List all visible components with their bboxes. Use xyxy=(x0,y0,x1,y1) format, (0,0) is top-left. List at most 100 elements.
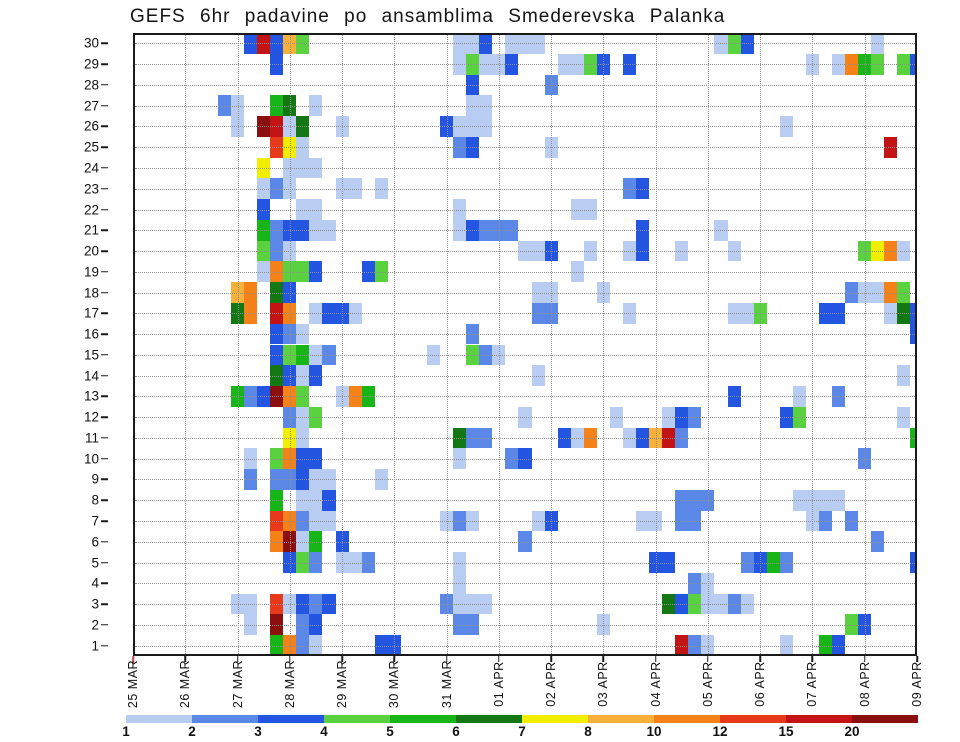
plot-gridline-vertical xyxy=(342,35,344,654)
heatmap-cell xyxy=(688,593,702,615)
y-axis-tick xyxy=(101,229,108,232)
x-axis-tick xyxy=(498,656,500,662)
colorbar-tick-label: 4 xyxy=(320,724,328,739)
heatmap-cell xyxy=(740,593,754,615)
heatmap-cell xyxy=(270,219,284,241)
colorbar-segment xyxy=(852,715,918,723)
heatmap-cell xyxy=(453,552,467,573)
heatmap-cell xyxy=(309,552,323,573)
plot-area xyxy=(133,33,917,656)
heatmap-cell xyxy=(662,552,676,573)
heatmap-cell xyxy=(740,302,754,324)
y-axis-tick-label: 23 xyxy=(83,181,99,197)
heatmap-cell xyxy=(518,531,532,553)
colorbar-segment xyxy=(192,715,258,723)
heatmap-cell xyxy=(309,614,323,636)
y-axis-tick xyxy=(101,624,108,626)
y-axis-tick-label: 30 xyxy=(83,35,99,51)
heatmap-cell xyxy=(531,240,545,262)
x-axis-tick xyxy=(707,656,709,662)
heatmap-cell xyxy=(244,614,258,636)
y-axis-tick-label: 29 xyxy=(83,56,99,72)
heatmap-cell xyxy=(296,635,310,654)
y-axis: 30 29 28 27 26 25 24 23 22 21 20 19 18 17 16 15 14 13 12 11… xyxy=(0,0,133,742)
heatmap-cell xyxy=(871,35,885,54)
x-axis-tick xyxy=(341,656,343,662)
heatmap-cell xyxy=(518,35,532,54)
heatmap-cell xyxy=(257,240,271,262)
heatmap-cell xyxy=(636,240,650,262)
plot-gridline-horizontal xyxy=(135,396,915,398)
y-axis-tick-label: 8 xyxy=(91,492,99,508)
x-axis-tick-label: 07 APR xyxy=(805,661,820,707)
heatmap-cell xyxy=(897,302,911,324)
colorbar-tick-label: 8 xyxy=(584,724,592,739)
heatmap-cell xyxy=(845,282,859,303)
y-axis-tick-label: 27 xyxy=(83,98,99,114)
heatmap-cell xyxy=(466,593,480,615)
colorbar-tick-label: 2 xyxy=(188,724,196,739)
x-axis-tick-label: 25 MAR xyxy=(126,659,140,709)
heatmap-cell xyxy=(675,489,689,511)
colorbar xyxy=(126,715,918,723)
heatmap-cell xyxy=(270,635,284,654)
heatmap-cell xyxy=(727,240,741,262)
colorbar-segment xyxy=(126,715,192,723)
heatmap-cell xyxy=(897,282,911,303)
heatmap-cell xyxy=(309,302,323,324)
plot-gridline-horizontal xyxy=(135,209,915,211)
y-axis-tick xyxy=(101,520,108,522)
y-axis-tick-label: 7 xyxy=(91,513,99,529)
plot-gridline-horizontal xyxy=(135,43,915,45)
heatmap-cell xyxy=(453,510,467,532)
colorbar-segment xyxy=(522,715,588,723)
heatmap-cell xyxy=(453,35,467,54)
heatmap-cell xyxy=(257,261,271,283)
heatmap-cell xyxy=(570,199,584,220)
y-axis-tick-label: 17 xyxy=(83,305,99,321)
heatmap-cell xyxy=(309,261,323,283)
plot-gridline-vertical xyxy=(289,35,291,654)
heatmap-cell xyxy=(270,489,284,511)
heatmap-cell xyxy=(531,510,545,532)
x-axis-tick xyxy=(654,656,657,662)
heatmap-cell xyxy=(819,302,833,324)
colorbar-segment xyxy=(324,715,390,723)
y-axis-tick xyxy=(101,291,108,294)
x-axis-tick xyxy=(759,656,761,662)
y-axis-tick xyxy=(101,125,108,128)
heatmap-cell xyxy=(910,323,915,345)
heatmap-cell xyxy=(257,35,271,54)
plot-gridline-horizontal xyxy=(135,500,915,502)
y-axis-tick xyxy=(101,374,108,377)
heatmap-cell xyxy=(296,199,310,220)
colorbar-segment xyxy=(654,715,720,723)
heatmap-cell xyxy=(309,510,323,532)
heatmap-cell xyxy=(296,489,310,511)
y-axis-tick xyxy=(101,63,108,65)
x-axis-tick-label: 08 APR xyxy=(857,661,872,707)
y-axis-tick xyxy=(101,84,108,86)
colorbar-segment xyxy=(588,715,654,723)
x-axis-origin-tick-red xyxy=(132,656,134,664)
x-axis-tick-label: 30 MAR xyxy=(387,659,402,709)
plot-gridline-horizontal xyxy=(135,230,915,232)
heatmap-cell xyxy=(884,282,898,303)
y-axis-tick-label: 13 xyxy=(83,388,99,404)
y-axis-tick xyxy=(101,582,108,585)
heatmap-cell xyxy=(845,510,859,532)
heatmap-cell xyxy=(309,635,323,654)
colorbar-tick-label: 20 xyxy=(844,724,860,739)
heatmap-cell xyxy=(636,510,650,532)
plot-gridline-horizontal xyxy=(135,541,915,543)
heatmap-cell xyxy=(270,593,284,615)
y-axis-tick xyxy=(101,437,108,439)
heatmap-cell xyxy=(466,35,480,54)
heatmap-cell xyxy=(570,261,584,283)
heatmap-cell xyxy=(479,593,493,615)
heatmap-cell xyxy=(479,219,493,241)
heatmap-cell xyxy=(479,35,493,54)
heatmap-cell xyxy=(309,489,323,511)
heatmap-cell xyxy=(270,531,284,553)
